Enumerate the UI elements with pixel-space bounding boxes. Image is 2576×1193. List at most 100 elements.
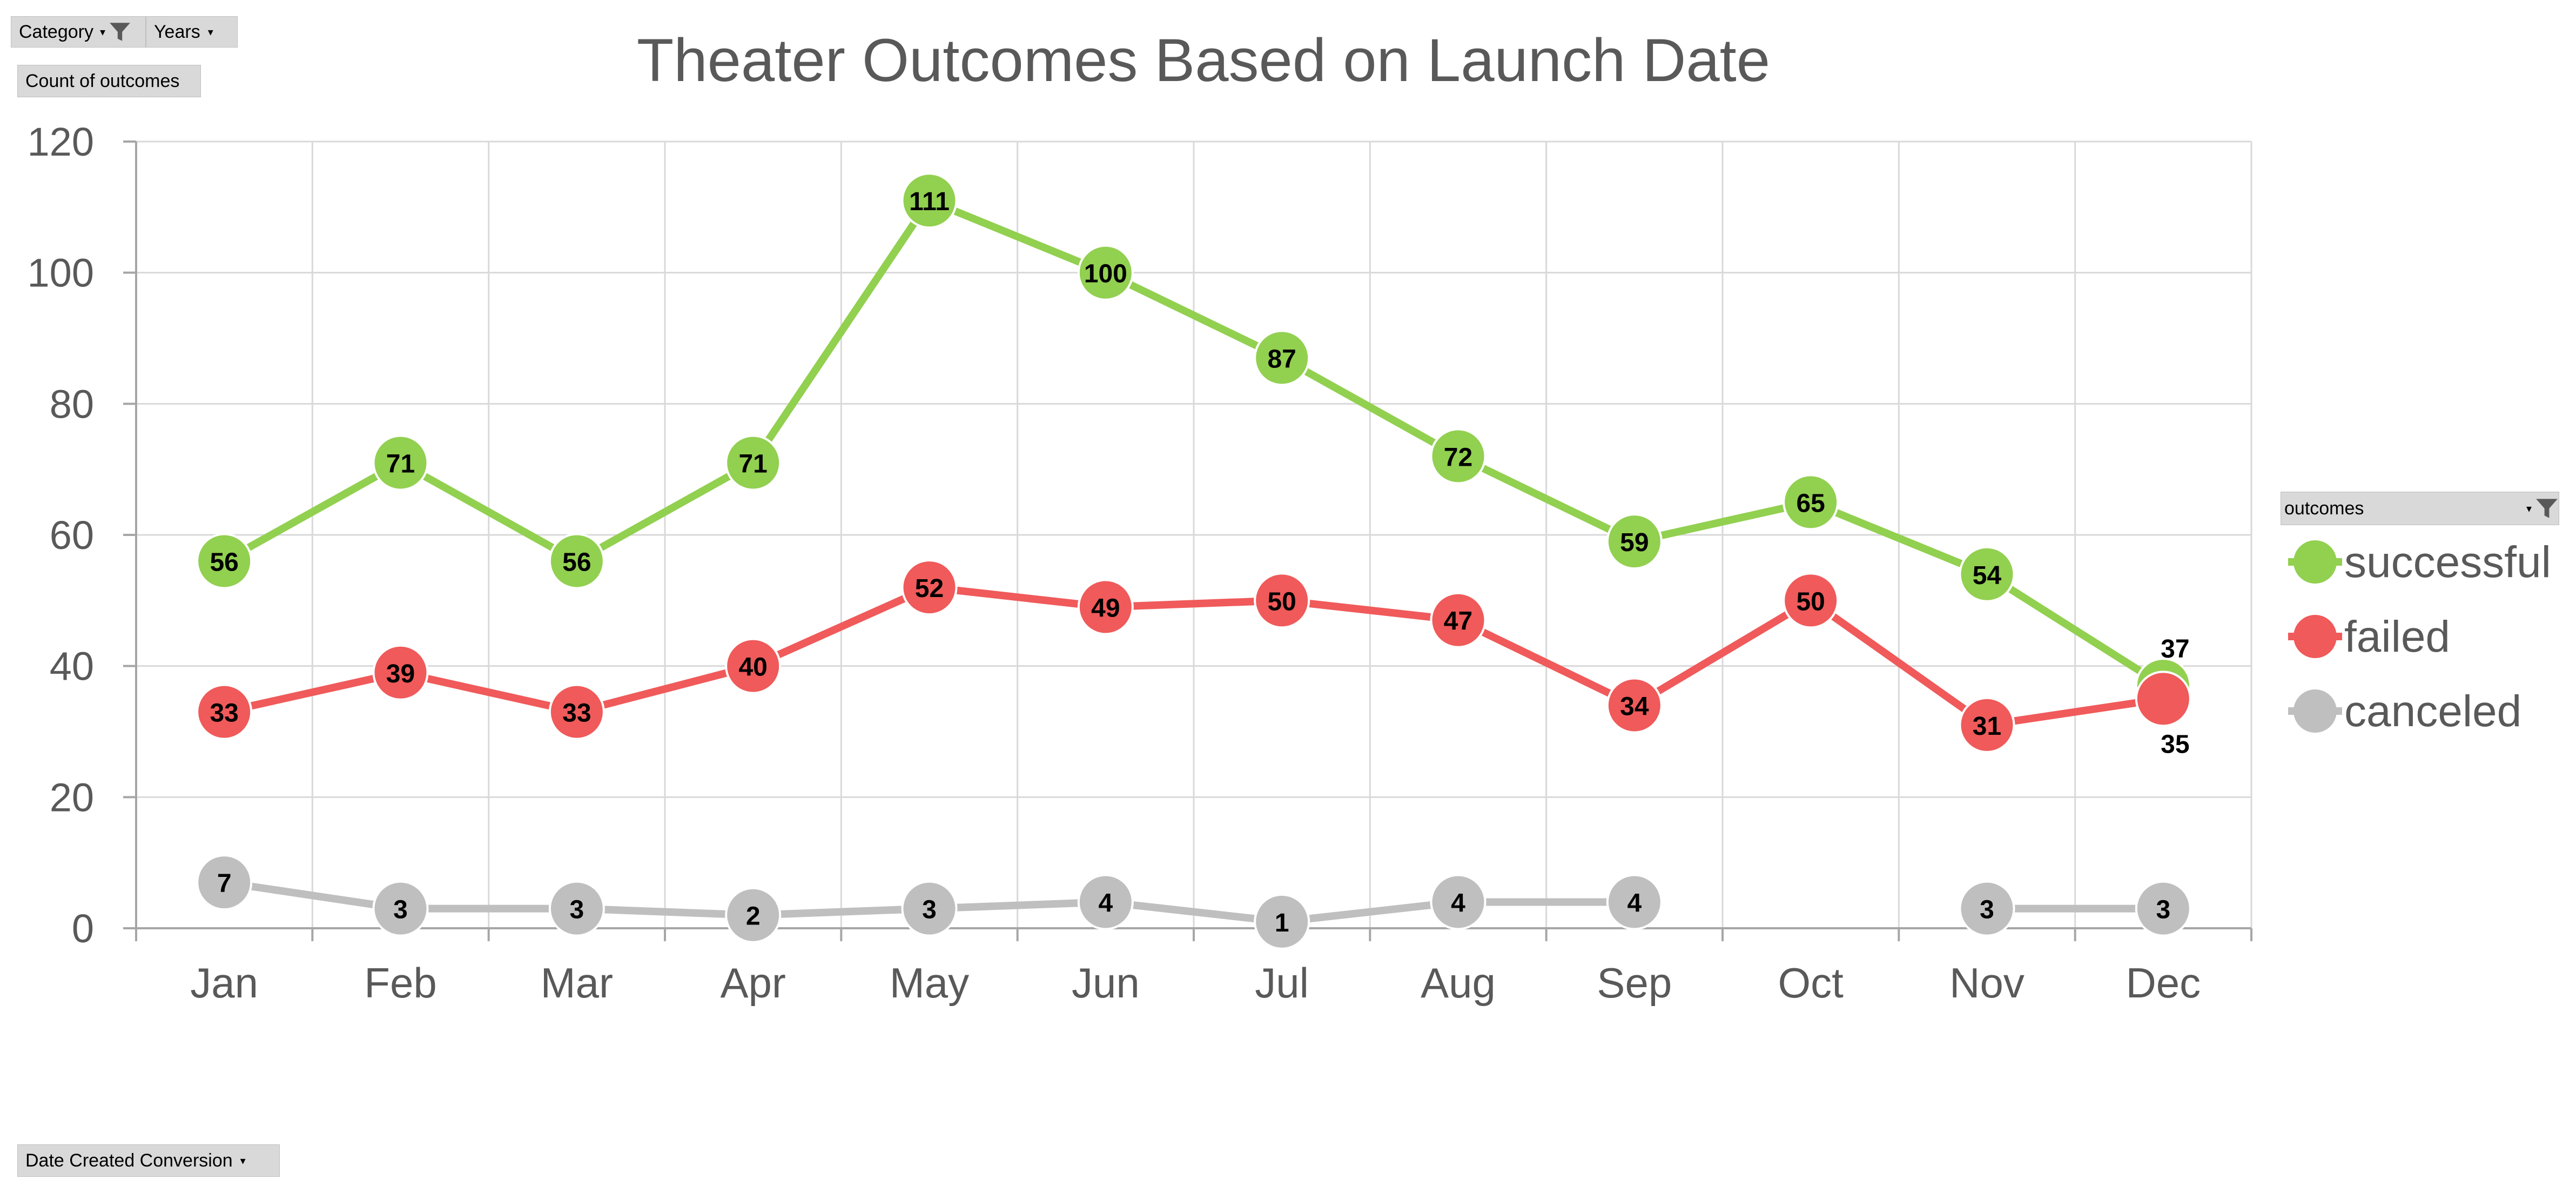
data-label-successful: 56 (210, 548, 238, 577)
data-point-failed[interactable] (196, 683, 253, 740)
series-line-failed (220, 584, 2167, 729)
data-point-canceled[interactable] (1430, 874, 1487, 930)
data-point-canceled[interactable] (1606, 874, 1663, 930)
data-point-failed[interactable] (372, 644, 429, 701)
series-line-successful (220, 197, 2167, 690)
data-point-successful[interactable] (725, 434, 782, 491)
data-label-failed: 40 (738, 653, 767, 682)
y-tick-label: 100 (28, 251, 94, 296)
data-label-failed: 33 (210, 699, 238, 728)
data-point-successful[interactable] (1959, 546, 2015, 602)
data-point-failed[interactable] (2135, 671, 2191, 727)
data-point-canceled[interactable] (372, 880, 429, 937)
data-label-canceled: 2 (746, 902, 761, 931)
y-tick-label: 80 (50, 381, 94, 426)
legend-label-successful[interactable]: successful (2344, 538, 2551, 587)
x-tick-label: Jun (1072, 959, 1140, 1007)
legend-label-failed[interactable]: failed (2344, 612, 2450, 661)
data-label-canceled: 3 (569, 896, 584, 924)
value-field-button[interactable]: Count of outcomes (17, 65, 201, 97)
data-label-successful: 72 (1444, 443, 1472, 472)
data-point-canceled[interactable] (901, 880, 958, 937)
data-label-failed: 49 (1091, 594, 1120, 622)
data-point-failed[interactable] (901, 559, 958, 616)
data-label-successful: 100 (1084, 260, 1127, 289)
data-label-failed: 52 (915, 574, 944, 603)
data-label-successful: 65 (1796, 489, 1825, 518)
years-label: Years (154, 21, 200, 42)
data-point-canceled[interactable] (1254, 893, 1310, 950)
y-tick-label: 20 (50, 775, 94, 820)
y-tick-label: 120 (28, 119, 94, 164)
filter-icon (110, 23, 130, 41)
data-label-failed: 39 (386, 660, 415, 688)
data-point-canceled[interactable] (1959, 880, 2015, 937)
data-point-failed[interactable] (1254, 572, 1310, 629)
x-tick-label: Jan (190, 959, 258, 1007)
legend-field-button[interactable]: outcomes ▾ (2281, 492, 2559, 525)
chevron-down-icon: ▾ (207, 26, 213, 38)
data-point-successful[interactable] (1077, 244, 1134, 301)
x-tick-label: Aug (1421, 959, 1496, 1007)
data-point-successful[interactable] (1430, 428, 1487, 485)
legend-marker-canceled (2293, 689, 2337, 733)
x-tick-label: May (890, 959, 969, 1007)
axis-field-label: Date Created Conversion (25, 1150, 233, 1171)
data-point-successful[interactable] (1783, 474, 1839, 531)
data-point-canceled[interactable] (196, 854, 253, 911)
data-label-failed: 34 (1620, 692, 1649, 721)
data-label-failed: 50 (1796, 587, 1825, 616)
chevron-down-icon: ▾ (240, 1155, 246, 1167)
data-point-successful[interactable] (1606, 513, 1663, 570)
data-point-failed[interactable] (1606, 677, 1663, 734)
data-label-canceled: 3 (2156, 896, 2170, 924)
data-label-canceled: 4 (1451, 889, 1465, 917)
data-label-canceled: 3 (393, 896, 408, 924)
filter-icon (2536, 499, 2558, 518)
data-label-failed: 31 (1973, 712, 2001, 741)
data-label-successful: 111 (909, 187, 950, 216)
data-point-successful[interactable] (196, 533, 253, 589)
y-tick-label: 60 (50, 513, 94, 558)
y-tick-label: 0 (72, 906, 94, 951)
data-label-successful: 59 (1620, 528, 1649, 557)
data-label-canceled: 7 (217, 869, 232, 898)
category-filter-button[interactable]: Category ▾ (11, 16, 146, 48)
data-point-successful[interactable] (901, 172, 958, 229)
x-tick-label: Apr (720, 959, 785, 1007)
data-point-failed[interactable] (725, 638, 782, 694)
x-tick-label: Jul (1255, 959, 1309, 1007)
chart-title: Theater Outcomes Based on Launch Date (637, 26, 1770, 94)
chevron-down-icon: ▾ (2526, 502, 2532, 515)
x-tick-label: Sep (1597, 959, 1672, 1007)
data-point-successful[interactable] (1254, 330, 1310, 386)
legend-label-canceled[interactable]: canceled (2344, 687, 2521, 736)
series-layer: 73 3 2 3 414 4 3 356715671111100877259655437333… (196, 172, 2191, 950)
data-point-failed[interactable] (1783, 572, 1839, 629)
data-label-successful: 56 (562, 548, 591, 577)
data-point-canceled[interactable] (1077, 874, 1134, 930)
x-tick-label: Nov (1949, 959, 2025, 1007)
data-point-successful[interactable] (548, 533, 605, 589)
value-field-label: Count of outcomes (25, 70, 180, 91)
data-point-failed[interactable] (1077, 579, 1134, 635)
data-label-failed: 35 (2161, 730, 2189, 759)
data-point-failed[interactable] (1959, 696, 2015, 753)
data-label-successful: 71 (386, 450, 415, 479)
axis-field-button[interactable]: Date Created Conversion ▾ (17, 1144, 280, 1177)
years-filter-button[interactable]: Years ▾ (146, 16, 238, 48)
data-point-failed[interactable] (1430, 592, 1487, 648)
data-point-canceled[interactable] (725, 887, 782, 943)
data-point-successful[interactable] (372, 434, 429, 491)
data-label-successful: 87 (1267, 345, 1296, 373)
data-point-canceled[interactable] (2135, 880, 2191, 937)
gridlines (135, 140, 2252, 928)
legend: successful failed canceled (2288, 538, 2551, 736)
y-tick-label: 40 (50, 644, 94, 689)
data-label-failed: 47 (1444, 607, 1472, 636)
data-point-canceled[interactable] (548, 880, 605, 937)
data-label-canceled: 3 (1980, 896, 1994, 924)
x-tick-label: Mar (541, 959, 613, 1007)
data-point-failed[interactable] (548, 683, 605, 740)
